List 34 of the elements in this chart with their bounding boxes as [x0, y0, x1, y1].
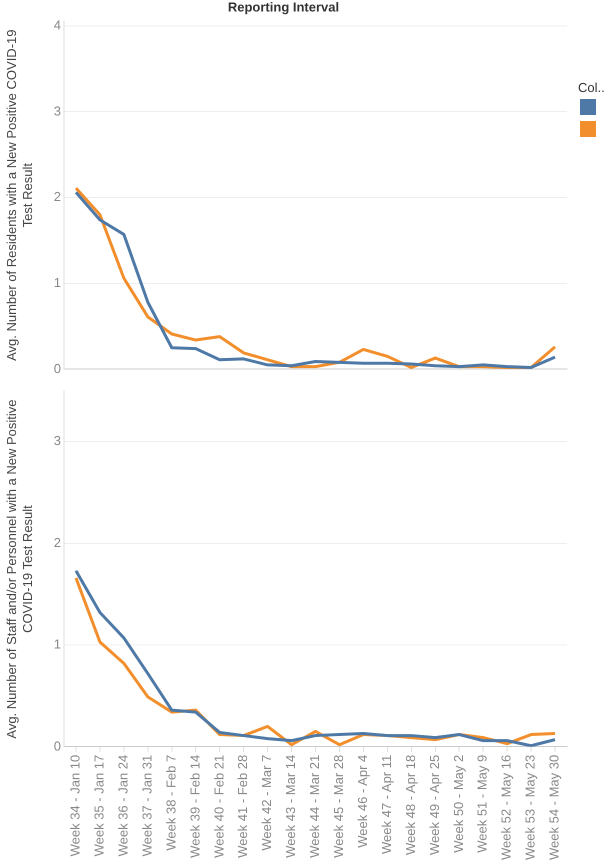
x-tick-label: Week 42 - Mar 7 — [259, 754, 274, 851]
y-tick-label: 1 — [54, 636, 61, 652]
x-tick-label: Week 47 - Apr 11 — [378, 754, 394, 854]
x-tick-label: Week 50 - May 2 — [450, 754, 466, 853]
y-axis-title: Avg. Number of Staff and/or Personnel with a New Positive COVID-19 Test Result — [3, 398, 36, 740]
x-tick-label: Week 39 - Feb 14 — [187, 754, 202, 858]
x-tick-label: Week 45 - Mar 28 — [331, 754, 346, 858]
y-tick-label: 2 — [54, 189, 61, 204]
x-tick-label: Week 36 - Jan 24 — [115, 754, 130, 856]
x-tick-label: Week 34 - Jan 10 — [68, 754, 83, 856]
x-tick-label: Week 44 - Mar 21 — [307, 754, 322, 858]
x-tick-label: Week 54 - May 30 — [546, 754, 562, 860]
x-tick-label: Week 53 - May 23 — [522, 754, 538, 860]
x-tick-label: Week 46 - Apr 4 — [354, 754, 370, 848]
x-tick-label: Week 51 - May 9 — [474, 754, 490, 853]
y-tick-label: 1 — [54, 274, 61, 290]
x-tick-label: Week 49 - Apr 25 — [426, 754, 442, 855]
y-tick-label: 3 — [54, 103, 61, 118]
x-tick-label: Week 35 - Jan 17 — [92, 754, 107, 856]
x-tick-label: Week 43 - Mar 14 — [283, 754, 298, 858]
y-tick-label: 4 — [54, 17, 61, 32]
y-tick-label: 0 — [54, 738, 61, 754]
legend-title: Col.. — [578, 80, 605, 95]
x-tick-label: Week 41 - Feb 28 — [235, 754, 250, 858]
x-tick-label: Week 48 - Apr 18 — [402, 754, 418, 855]
x-tick-label: Week 52 - May 16 — [498, 754, 514, 860]
x-tick-label: Week 37 - Jan 31 — [139, 754, 154, 856]
y-tick-label: 0 — [54, 360, 61, 376]
y-axis-title: Avg. Number of Residents with a New Positive COVID-19 Test Result — [3, 28, 36, 364]
y-tick-label: 3 — [54, 433, 61, 448]
x-tick-label: Week 38 - Feb 7 — [163, 754, 178, 851]
y-tick-label: 2 — [54, 534, 61, 550]
x-tick-label: Week 40 - Feb 21 — [211, 754, 226, 858]
chart-title: Reporting Interval — [228, 0, 340, 14]
